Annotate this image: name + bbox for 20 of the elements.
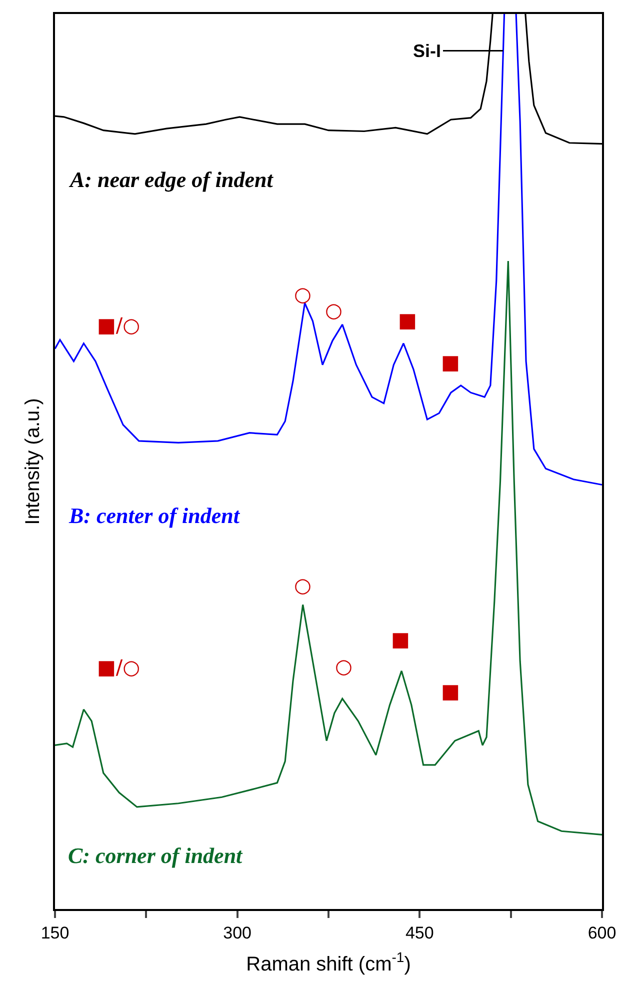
annotation: Si-I	[413, 41, 442, 61]
annotation: ■	[441, 350, 460, 374]
annotation: ■	[441, 679, 460, 703]
annotation: ■	[391, 627, 410, 651]
annotation: ■/○	[97, 313, 140, 337]
x-tick-label: 150	[40, 923, 70, 942]
annotation: ○	[325, 298, 342, 322]
series-label: A: near edge of indent	[68, 167, 274, 192]
y-axis-title: Intensity (a.u.)	[22, 398, 44, 525]
annotation: ■/○	[97, 655, 140, 679]
x-tick-label: 300	[223, 923, 252, 942]
annotation: ○	[335, 654, 352, 678]
text: B: center of indent	[68, 503, 240, 528]
x-tick-label: 600	[588, 923, 616, 942]
x-tick-label: 450	[405, 923, 434, 942]
annotation: ■	[398, 308, 417, 332]
annotation: ○	[294, 282, 312, 306]
x-axis-title: Raman shift (cm$^{-1}$)	[246, 949, 411, 976]
annotation: ○	[294, 573, 312, 597]
text: C: corner of indent	[68, 843, 244, 868]
